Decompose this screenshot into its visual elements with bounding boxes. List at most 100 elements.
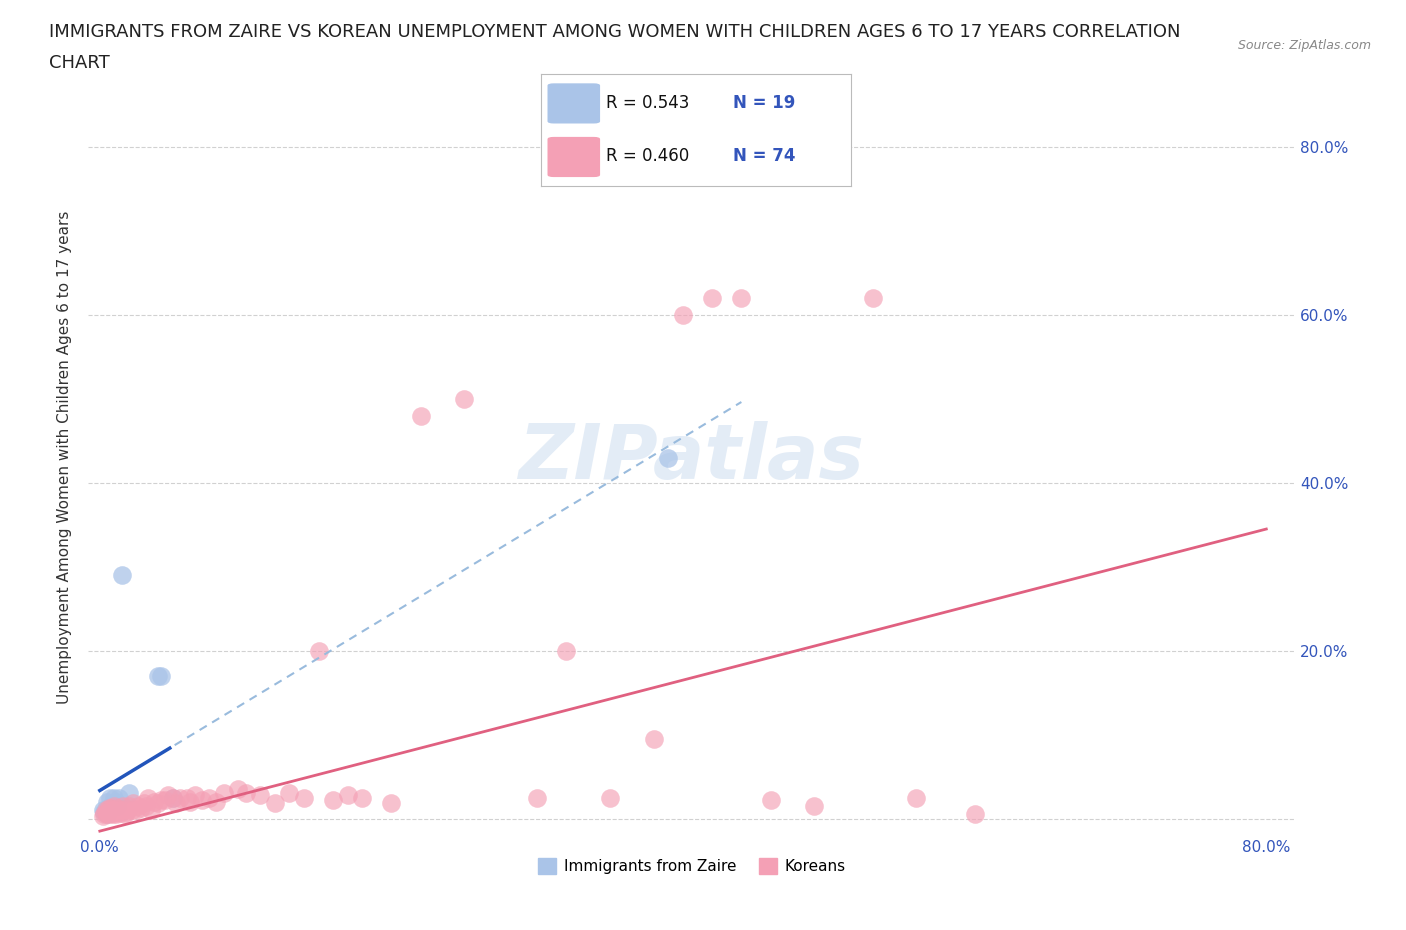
Point: [118, 786, 141, 801]
Point: [103, 790, 125, 805]
Point: [103, 803, 125, 817]
FancyBboxPatch shape: [547, 137, 600, 177]
Point: [96, 804, 118, 819]
Point: [93, 807, 115, 822]
Point: [135, 799, 157, 814]
Point: [104, 807, 127, 822]
Point: [93, 804, 115, 819]
Point: [98, 790, 121, 805]
Point: [862, 291, 884, 306]
Point: [759, 792, 782, 807]
Point: [228, 782, 250, 797]
Point: [263, 796, 285, 811]
Point: [103, 799, 125, 814]
Point: [132, 796, 155, 811]
Text: ZIPatlas: ZIPatlas: [519, 420, 865, 495]
Point: [235, 786, 257, 801]
Point: [91, 803, 114, 817]
Point: [98, 807, 121, 822]
Point: [127, 799, 149, 814]
Point: [100, 799, 122, 814]
Point: [212, 786, 235, 801]
Point: [111, 803, 134, 817]
Point: [96, 794, 118, 809]
Point: [157, 788, 180, 803]
Point: [101, 796, 124, 811]
Point: [94, 803, 117, 817]
Point: [278, 786, 301, 801]
Point: [702, 291, 724, 306]
Point: [169, 790, 191, 805]
Point: [146, 796, 169, 811]
Point: [105, 804, 128, 819]
Point: [352, 790, 374, 805]
Text: R = 0.460: R = 0.460: [606, 148, 689, 166]
Point: [150, 669, 173, 684]
Point: [136, 790, 159, 805]
Point: [322, 792, 344, 807]
Point: [125, 803, 148, 817]
Point: [98, 803, 121, 817]
Text: N = 19: N = 19: [733, 94, 796, 112]
Point: [162, 790, 184, 805]
Point: [117, 803, 139, 817]
Text: CHART: CHART: [49, 54, 110, 72]
Point: [453, 392, 475, 406]
Point: [121, 803, 143, 817]
Text: Source: ZipAtlas.com: Source: ZipAtlas.com: [1237, 39, 1371, 52]
Point: [308, 644, 330, 658]
Point: [114, 807, 136, 822]
Point: [97, 801, 120, 816]
Point: [191, 792, 214, 807]
Point: [142, 794, 165, 809]
Point: [657, 450, 679, 465]
Point: [249, 788, 271, 803]
Point: [118, 799, 141, 814]
Point: [905, 790, 928, 805]
Point: [100, 801, 122, 816]
Point: [96, 807, 118, 822]
FancyBboxPatch shape: [547, 84, 600, 124]
Point: [146, 669, 169, 684]
Point: [179, 794, 201, 809]
Point: [198, 790, 221, 805]
Point: [380, 796, 402, 811]
Point: [112, 799, 135, 814]
Point: [122, 796, 145, 811]
Text: N = 74: N = 74: [733, 148, 796, 166]
Point: [101, 807, 124, 822]
Point: [96, 807, 118, 822]
Point: [111, 567, 134, 582]
Point: [150, 792, 173, 807]
Point: [100, 805, 122, 820]
Point: [963, 807, 986, 822]
Point: [599, 790, 621, 805]
Point: [162, 790, 184, 805]
Point: [139, 803, 162, 817]
Point: [730, 291, 752, 306]
Point: [104, 794, 127, 809]
Text: R = 0.543: R = 0.543: [606, 94, 689, 112]
Point: [555, 644, 578, 658]
Point: [110, 805, 132, 820]
Point: [176, 790, 198, 805]
Point: [336, 788, 359, 803]
Point: [91, 808, 114, 823]
Point: [672, 308, 695, 323]
Point: [155, 792, 177, 807]
Point: [205, 794, 228, 809]
Point: [107, 790, 129, 805]
Point: [409, 408, 432, 423]
Legend: Immigrants from Zaire, Koreans: Immigrants from Zaire, Koreans: [531, 852, 852, 881]
Point: [105, 801, 128, 816]
Point: [526, 790, 548, 805]
Point: [165, 796, 187, 811]
Point: [129, 801, 152, 816]
Y-axis label: Unemployment Among Women with Children Ages 6 to 17 years: Unemployment Among Women with Children A…: [58, 211, 72, 704]
Point: [115, 804, 138, 819]
Point: [292, 790, 315, 805]
Point: [107, 803, 129, 817]
Point: [94, 803, 117, 817]
Point: [94, 805, 117, 820]
Point: [803, 799, 825, 814]
